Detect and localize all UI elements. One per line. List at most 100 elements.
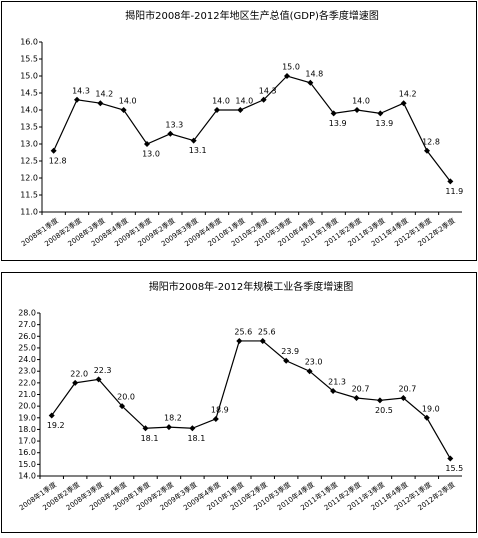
data-point (423, 414, 430, 421)
data-point (142, 425, 149, 432)
chart-frame (1, 1, 477, 261)
data-label: 14.3 (259, 86, 277, 95)
data-point (400, 394, 407, 401)
data-point (330, 110, 337, 117)
data-label: 22.3 (94, 366, 112, 375)
data-point (214, 107, 220, 113)
data-label: 23.0 (305, 358, 323, 367)
data-label: 13.3 (165, 120, 183, 129)
data-label: 14.8 (305, 69, 323, 78)
data-label: 25.6 (258, 327, 276, 336)
data-point (48, 412, 55, 419)
y-tick-label: 11.5 (20, 191, 38, 200)
data-point (260, 96, 267, 103)
data-label: 13.0 (142, 150, 160, 159)
y-tick-label: 26.0 (18, 332, 36, 341)
y-tick-label: 15.0 (20, 72, 38, 81)
y-tick-label: 17.0 (18, 437, 36, 446)
data-label: 19.0 (422, 404, 440, 413)
data-point (376, 397, 383, 404)
data-point (144, 141, 150, 147)
data-point (447, 455, 454, 462)
data-point (97, 100, 104, 107)
y-tick-label: 14.0 (18, 472, 36, 481)
data-point (330, 388, 337, 395)
data-label: 20.7 (352, 384, 370, 393)
data-point (284, 73, 290, 79)
data-line (53, 75, 451, 182)
data-label: 12.8 (49, 156, 67, 165)
y-tick-label: 14.0 (20, 106, 38, 115)
y-tick-label: 12.5 (20, 157, 38, 166)
y-tick-label: 21.0 (18, 390, 36, 399)
y-tick-label: 27.0 (18, 320, 36, 329)
data-point (95, 376, 102, 383)
data-label: 14.0 (119, 97, 137, 106)
data-point (377, 110, 384, 117)
data-point (354, 107, 360, 113)
data-label: 18.1 (141, 434, 159, 443)
data-point (167, 130, 174, 137)
data-label: 15.0 (282, 63, 300, 72)
y-tick-label: 11.0 (20, 208, 38, 217)
data-point (283, 357, 290, 364)
data-label: 20.5 (375, 406, 393, 415)
data-label: 14.2 (95, 90, 113, 99)
y-tick-label: 18.0 (18, 425, 36, 434)
data-point (353, 394, 360, 401)
y-tick-label: 24.0 (18, 355, 36, 364)
y-tick-label: 23.0 (18, 367, 36, 376)
data-label: 14.0 (352, 97, 370, 106)
data-point (119, 403, 126, 410)
y-tick-label: 13.0 (20, 140, 38, 149)
data-label: 21.3 (328, 378, 346, 387)
data-point (120, 107, 127, 113)
data-label: 18.1 (187, 434, 205, 443)
data-point (190, 137, 197, 144)
data-point (50, 147, 57, 154)
data-label: 13.1 (189, 146, 207, 155)
data-label: 14.0 (212, 97, 230, 106)
data-point (72, 379, 79, 386)
data-label: 12.8 (422, 137, 440, 146)
y-tick-label: 15.0 (18, 460, 36, 469)
data-label: 14.3 (72, 86, 90, 95)
y-tick-label: 14.5 (20, 89, 38, 98)
data-label: 25.6 (234, 327, 252, 336)
data-point (212, 415, 219, 422)
chart-title: 揭阳市2008年-2012年地区生产总值(GDP)各季度增速图 (125, 9, 379, 22)
y-tick-label: 12.0 (20, 174, 38, 183)
y-tick-label: 20.0 (18, 402, 36, 411)
data-label: 20.0 (117, 393, 135, 402)
data-point (424, 147, 430, 154)
data-point (259, 337, 266, 344)
y-tick-label: 22.0 (18, 378, 36, 387)
data-point (306, 368, 313, 375)
data-point (189, 425, 196, 432)
data-point (165, 424, 172, 431)
data-label: 18.9 (211, 405, 229, 414)
data-label: 15.5 (445, 464, 463, 473)
chart-frame (1, 272, 477, 533)
y-tick-label: 16.0 (18, 448, 36, 457)
y-tick-label: 16.0 (20, 38, 38, 47)
data-point (74, 96, 80, 103)
data-point (447, 178, 454, 185)
data-label: 11.9 (445, 187, 463, 196)
data-label: 13.9 (375, 119, 393, 128)
y-tick-label: 25.0 (18, 343, 36, 352)
chart-title: 揭阳市2008年-2012年规模工业各季度增速图 (149, 280, 354, 293)
data-label: 18.2 (164, 414, 182, 423)
data-label: 23.9 (281, 347, 299, 356)
data-label: 20.7 (398, 384, 416, 393)
data-point (400, 100, 407, 107)
y-tick-label: 19.0 (18, 413, 36, 422)
data-label: 14.0 (235, 97, 253, 106)
data-line (51, 340, 451, 459)
y-tick-label: 28.0 (18, 309, 36, 318)
data-label: 22.0 (70, 369, 88, 378)
data-point (307, 79, 314, 86)
y-tick-label: 13.5 (20, 123, 38, 132)
data-label: 14.2 (399, 90, 417, 99)
